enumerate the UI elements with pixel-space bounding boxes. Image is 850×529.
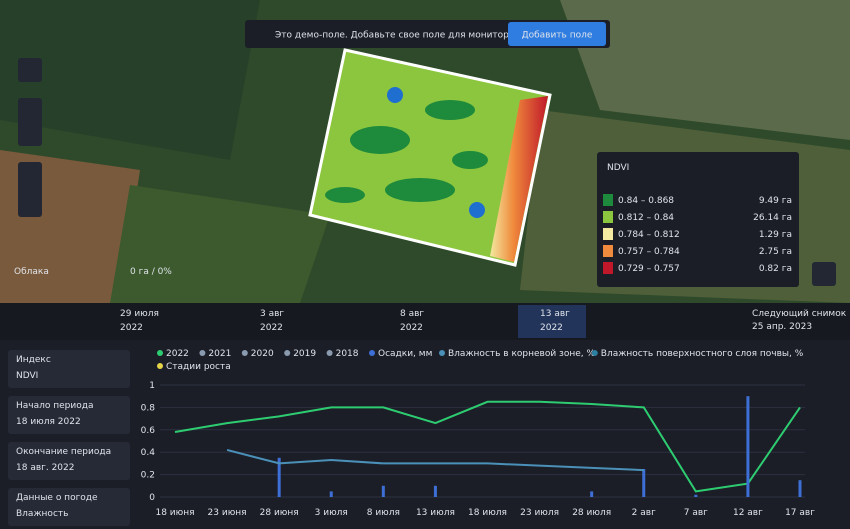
precipitation-bar [642,469,646,497]
series-line [226,448,644,472]
date-day[interactable]: 3 авг [260,309,284,319]
date-day[interactable]: 8 авг [400,309,424,319]
legend-swatch [603,211,613,223]
precipitation-bar [798,480,802,497]
legend-area: 9.49 га [759,196,792,206]
x-tick-label: 17 авг [785,508,815,518]
x-tick-label: 28 июля [572,508,611,518]
legend-area: 26.14 га [753,213,792,223]
legend-swatch [603,194,613,206]
timeline-dates: 29 июля 2022 3 авг 2022 8 авг 2022 13 авг 2022 [120,305,586,338]
x-tick-label: 18 июля [468,508,507,518]
legend-entry[interactable]: 2020 [251,349,274,359]
legend-marker [439,350,445,356]
legend-range: 0.729 – 0.757 [618,264,680,274]
legend-marker [326,350,333,356]
y-tick-label: 0.8 [141,403,156,413]
legend-entry[interactable]: Осадки, мм [378,349,432,359]
field-label: Индекс [16,355,51,365]
legend-index[interactable]: NDVI [607,163,629,173]
sidebar-field[interactable] [8,350,130,388]
date-year[interactable]: 2022 [540,323,563,333]
legend-marker [157,350,163,356]
date-day[interactable]: 29 июля [120,309,159,319]
legend-marker [241,350,248,356]
legend-range: 0.812 – 0.84 [618,213,674,223]
legend-entry[interactable]: Стадии роста [166,362,231,372]
precipitation-bar [746,396,750,497]
legend-entry[interactable]: 2021 [208,349,231,359]
legend-swatch [603,262,613,274]
date-day[interactable]: 13 авг [540,309,570,319]
legend-area: 1.29 га [759,230,792,240]
next-date: 25 апр. 2023 [752,322,812,332]
legend-entry[interactable]: 2022 [166,349,189,359]
x-tick-label: 13 июля [416,508,455,518]
field-label: Окончание периода [16,447,111,457]
x-tick-label: 2 авг [632,508,656,518]
field-label: Начало периода [16,401,93,411]
add-field-label: Добавить поле [522,31,593,41]
field-value: 18 авг. 2022 [16,463,75,473]
field-value: Влажность [16,509,68,519]
next-label: Следующий снимок [752,309,847,319]
legend-swatch [603,245,613,257]
legend-range: 0.757 – 0.784 [618,247,680,257]
legend-range: 0.784 – 0.812 [618,230,680,240]
series-line [174,400,801,493]
x-tick-label: 23 июня [208,508,247,518]
y-tick-label: 1 [149,381,155,391]
legend-entry[interactable]: 2018 [336,349,359,359]
sidebar-field[interactable] [8,396,130,434]
legend-range: 0.84 – 0.868 [618,196,674,206]
selected-date [518,305,586,338]
sidebar-field[interactable] [8,488,130,526]
date-year[interactable]: 2022 [260,323,283,333]
field-label: Данные о погоде [16,493,98,503]
legend-entry[interactable]: Влажность в корневой зоне, % [448,349,595,359]
precipitation-bar [590,491,594,497]
banner-text: Это демо-поле. Добавьте свое поле для мо… [275,31,534,41]
date-year[interactable]: 2022 [400,323,423,333]
legend-entry[interactable]: Влажность поверхностного слоя почвы, % [601,349,804,359]
legend-area: 0.82 га [759,264,792,274]
legend-marker [157,363,163,369]
field-value: 18 июля 2022 [16,417,81,427]
precipitation-bar [329,491,333,497]
precipitation-bar [381,485,385,497]
x-tick-label: 28 июня [260,508,299,518]
y-tick-label: 0 [149,493,155,503]
precipitation-bar [277,457,281,497]
timeline [0,303,850,340]
chart: 0 0.2 0.4 0.6 0.8 1 18 июня 23 июня 28 июня 3 июл… [141,349,816,518]
clouds-label: Облака [14,267,49,277]
y-tick-label: 0.2 [141,471,155,481]
date-year[interactable]: 2022 [120,323,143,333]
field-value: NDVI [16,371,38,381]
legend-entry[interactable]: 2019 [293,349,316,359]
legend-marker [199,350,206,356]
sidebar: Индекс NDVI Начало периода 18 июля 2022 Окон… [8,350,130,526]
x-tick-label: 18 июня [155,508,194,518]
x-tick-label: 7 авг [684,508,708,518]
precipitation-bar [433,485,437,497]
legend-marker [369,350,375,356]
sidebar-field[interactable] [8,442,130,480]
legend-marker [284,350,291,356]
x-tick-label: 3 июля [315,508,348,518]
ndvi-legend: NDVI 0.84 – 0.868 9.49 га 0.812 – 0.84 26.1… [597,152,799,287]
x-tick-label: 8 июля [367,508,400,518]
add-field-button[interactable] [508,22,606,46]
legend-area: 2.75 га [759,247,792,257]
y-tick-label: 0.6 [141,426,156,436]
precipitation-bar [694,494,698,497]
legend-marker [591,350,598,356]
legend-swatch [603,228,613,240]
x-tick-label: 23 июля [520,508,559,518]
y-tick-label: 0.4 [141,448,156,458]
clouds-value: 0 га / 0% [130,267,172,277]
x-tick-label: 12 авг [733,508,763,518]
